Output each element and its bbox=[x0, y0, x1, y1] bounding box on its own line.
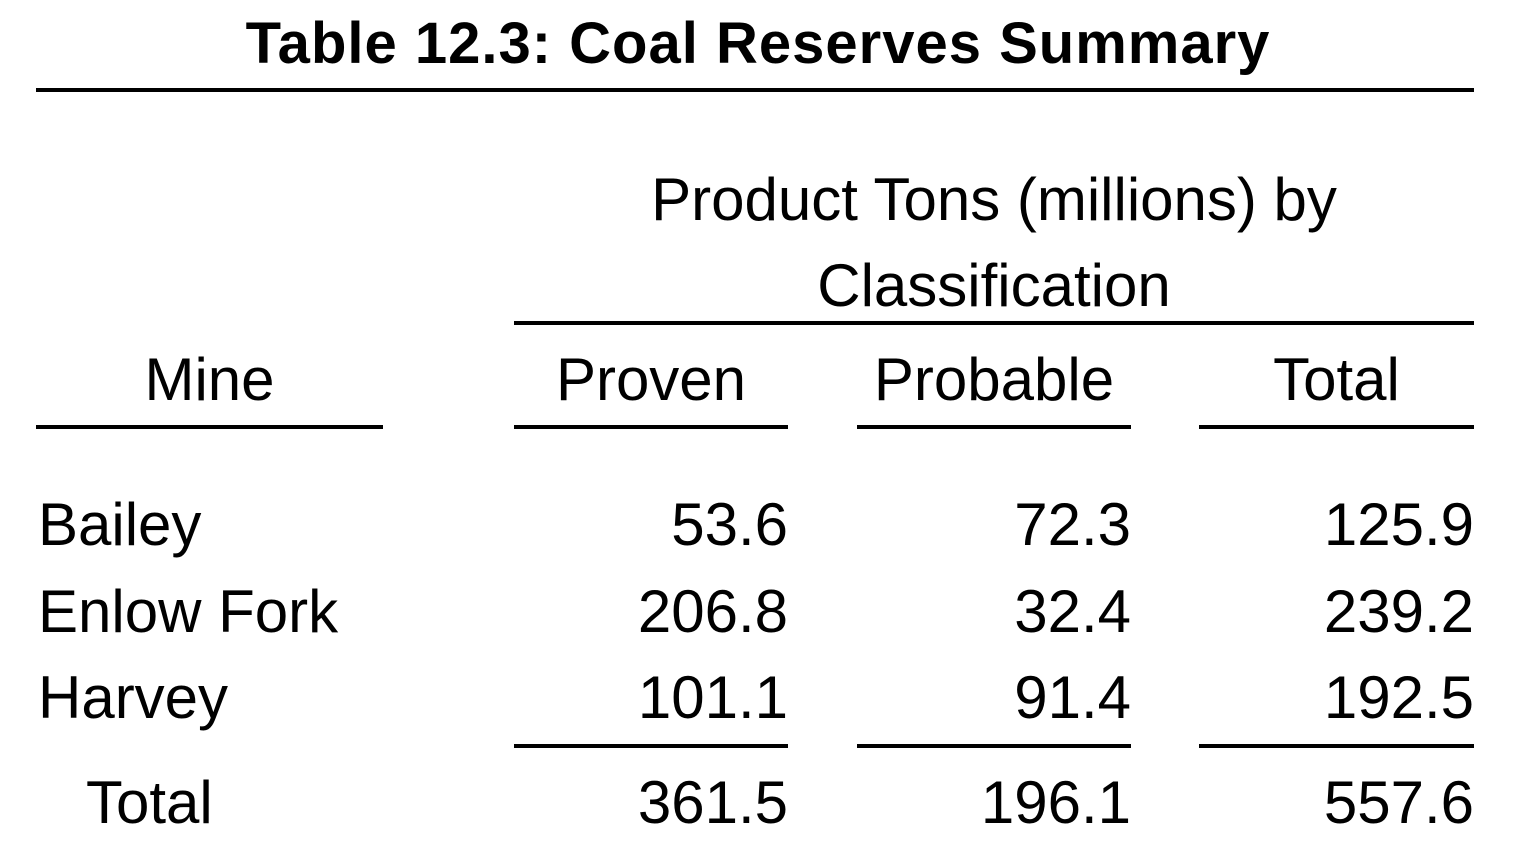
row-label: Enlow Fork bbox=[38, 577, 339, 645]
subtotal-rule bbox=[1199, 744, 1474, 748]
cell: 192.5 bbox=[1323, 664, 1474, 731]
cell: 206.8 bbox=[637, 577, 788, 645]
cell: 72.3 bbox=[1014, 491, 1131, 558]
row-label: Bailey bbox=[38, 491, 202, 558]
header-rule bbox=[36, 425, 383, 429]
header-rule bbox=[857, 425, 1131, 429]
title-rule bbox=[36, 88, 1474, 92]
cell: 91.4 bbox=[1014, 664, 1131, 731]
cell: 239.2 bbox=[1323, 577, 1474, 645]
table-title: Table 12.3: Coal Reserves Summary bbox=[245, 11, 1271, 76]
subtotal-rule bbox=[857, 744, 1131, 748]
cell: 361.5 bbox=[637, 769, 788, 836]
column-header: Total bbox=[1273, 346, 1400, 413]
row-label: Total bbox=[86, 769, 213, 836]
column-header: Mine bbox=[144, 346, 275, 413]
cell: 53.6 bbox=[671, 491, 788, 558]
header-rule bbox=[1199, 425, 1474, 429]
header-rule bbox=[514, 425, 788, 429]
column-header: Probable bbox=[873, 346, 1115, 413]
cell: 196.1 bbox=[980, 769, 1131, 836]
cell: 557.6 bbox=[1323, 769, 1474, 836]
cell: 32.4 bbox=[1014, 577, 1131, 645]
group-header: Product Tons (millions) by Classificatio… bbox=[651, 166, 1337, 319]
cell: 101.1 bbox=[637, 664, 788, 731]
column-header: Proven bbox=[555, 346, 747, 413]
group-rule bbox=[514, 321, 1474, 325]
cell: 125.9 bbox=[1323, 491, 1474, 558]
row-label: Harvey bbox=[38, 664, 229, 731]
subtotal-rule bbox=[514, 744, 788, 748]
